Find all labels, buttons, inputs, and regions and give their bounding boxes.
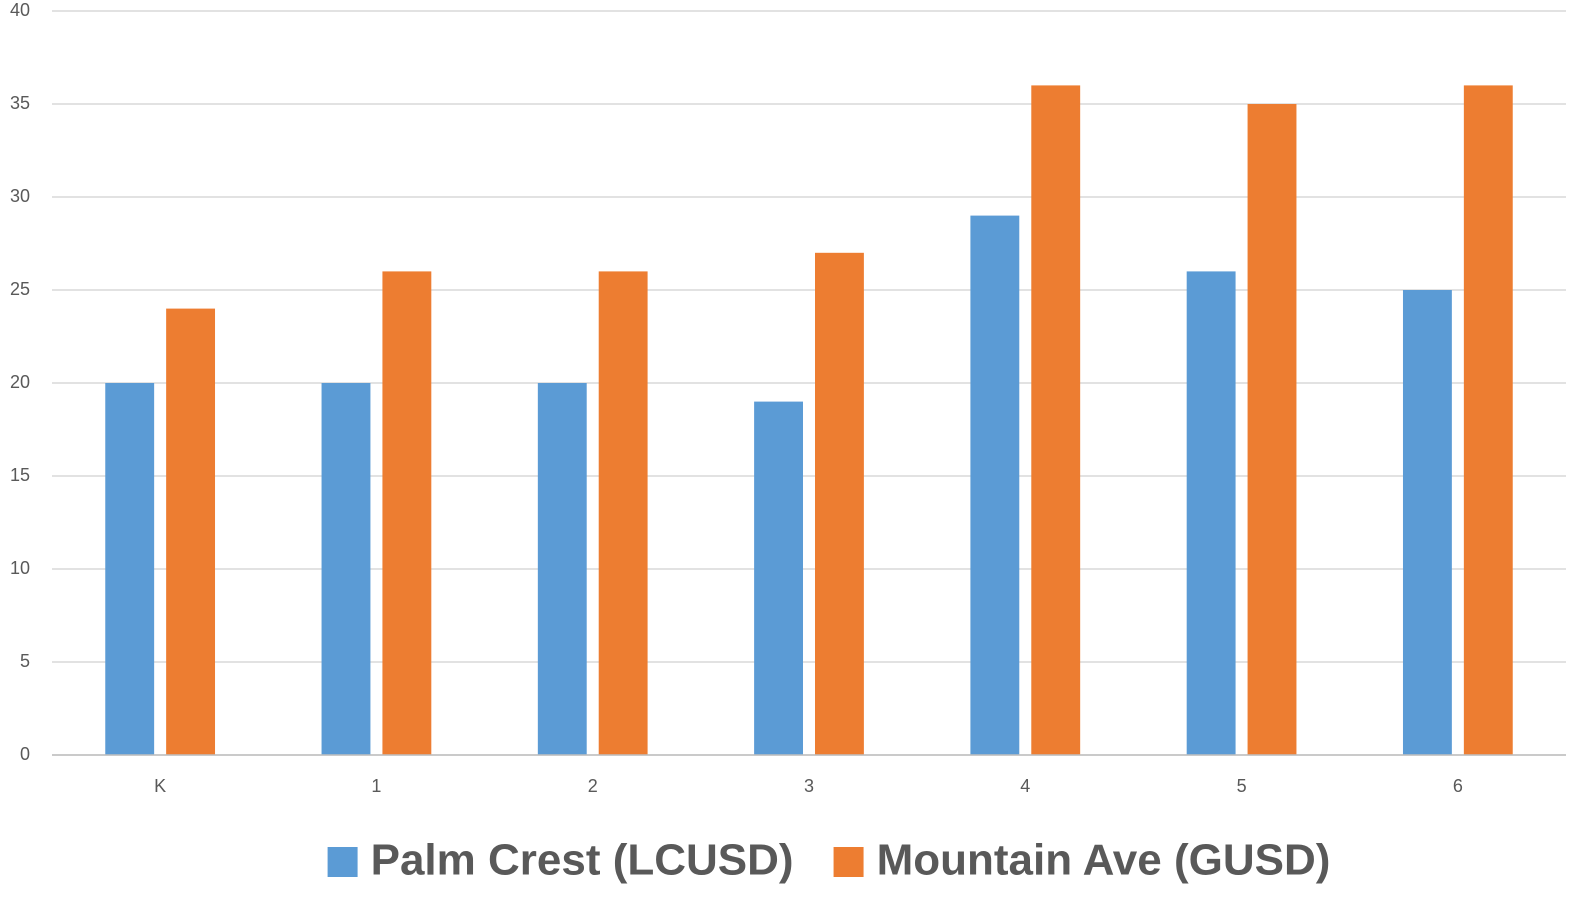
bar (754, 401, 803, 755)
y-tick-label: 30 (10, 186, 30, 206)
bar (1463, 85, 1513, 755)
x-tick-label: 1 (371, 776, 381, 796)
y-tick-label: 20 (10, 372, 30, 392)
legend-label: Mountain Ave (GUSD) (877, 836, 1331, 885)
bar (537, 383, 587, 755)
bar (166, 308, 216, 755)
y-tick-label: 0 (20, 744, 30, 764)
legend-swatch (833, 847, 864, 877)
bar (1031, 85, 1081, 755)
y-tick-label: 35 (10, 93, 30, 113)
x-tick-label: 2 (588, 776, 598, 796)
x-tick-label: 3 (804, 776, 814, 796)
y-tick-label: 10 (10, 558, 30, 578)
legend: Palm Crest (LCUSD) Mountain Ave (GUSD) (327, 836, 1331, 885)
x-tick-label: 4 (1020, 776, 1030, 796)
bar (1186, 271, 1236, 755)
bar (815, 252, 864, 756)
y-tick-label: 25 (10, 279, 30, 299)
bar (321, 383, 371, 755)
bar (1402, 290, 1452, 755)
bar (598, 271, 648, 755)
bar (1247, 104, 1297, 755)
bar (382, 271, 432, 755)
legend-swatch (327, 847, 358, 877)
bar (105, 383, 155, 755)
legend-label: Palm Crest (LCUSD) (371, 836, 794, 885)
x-tick-label: 5 (1237, 776, 1247, 796)
y-tick-label: 5 (20, 651, 30, 671)
x-tick-label: K (154, 776, 166, 796)
y-tick-label: 40 (10, 0, 30, 20)
bar (970, 215, 1020, 756)
y-tick-label: 15 (10, 465, 30, 485)
x-tick-label: 6 (1453, 776, 1463, 796)
